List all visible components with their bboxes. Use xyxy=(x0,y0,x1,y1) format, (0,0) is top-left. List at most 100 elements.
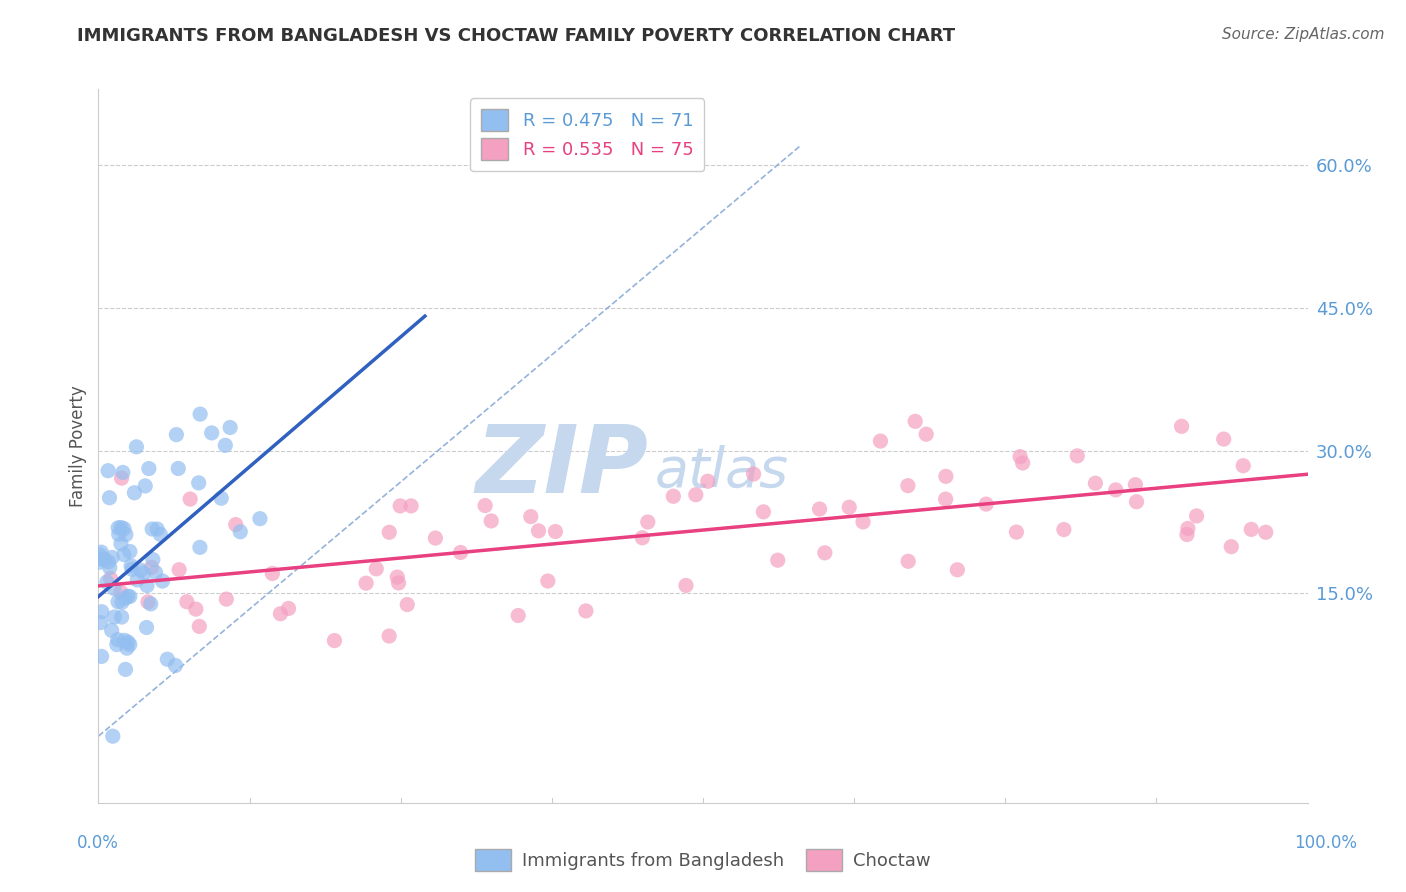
Point xyxy=(112,522,135,536)
Point xyxy=(915,427,938,442)
Point xyxy=(974,497,997,511)
Point xyxy=(101,729,124,743)
Point xyxy=(249,511,271,525)
Point xyxy=(114,591,136,606)
Point xyxy=(396,598,419,612)
Point xyxy=(229,524,252,539)
Point xyxy=(527,524,550,538)
Point xyxy=(1185,508,1208,523)
Point xyxy=(262,566,284,581)
Point xyxy=(187,475,209,490)
Point xyxy=(201,425,224,440)
Point xyxy=(219,420,242,434)
Point xyxy=(366,562,388,576)
Point xyxy=(135,620,157,634)
Point xyxy=(1220,540,1243,554)
Y-axis label: Family Poverty: Family Poverty xyxy=(69,385,87,507)
Point xyxy=(838,500,860,515)
Point xyxy=(97,555,120,569)
Point xyxy=(141,560,163,574)
Point xyxy=(1066,449,1088,463)
Text: ZIP: ZIP xyxy=(475,421,648,514)
Point xyxy=(149,527,172,541)
Point xyxy=(188,407,211,421)
Point xyxy=(132,566,155,580)
Point xyxy=(98,491,121,505)
Point xyxy=(752,505,775,519)
Point xyxy=(91,552,114,566)
Point xyxy=(98,560,121,574)
Point xyxy=(152,574,174,588)
Point xyxy=(637,515,659,529)
Point xyxy=(156,652,179,666)
Point xyxy=(111,595,134,609)
Point xyxy=(118,590,141,604)
Point xyxy=(946,563,969,577)
Point xyxy=(450,545,472,559)
Point xyxy=(110,471,132,485)
Point xyxy=(142,552,165,566)
Point xyxy=(225,517,247,532)
Point xyxy=(139,597,162,611)
Point xyxy=(111,610,134,624)
Point xyxy=(89,548,111,562)
Point xyxy=(544,524,567,539)
Text: Source: ZipAtlas.com: Source: ZipAtlas.com xyxy=(1222,27,1385,42)
Point xyxy=(146,522,169,536)
Legend: R = 0.475   N = 71, R = 0.535   N = 75: R = 0.475 N = 71, R = 0.535 N = 75 xyxy=(470,98,704,171)
Point xyxy=(1125,494,1147,508)
Point xyxy=(176,595,198,609)
Point xyxy=(145,566,167,580)
Point xyxy=(1212,432,1234,446)
Point xyxy=(662,489,685,503)
Point xyxy=(897,478,920,492)
Point xyxy=(1240,522,1263,536)
Point xyxy=(97,464,120,478)
Point xyxy=(96,574,118,589)
Point xyxy=(120,558,142,573)
Point xyxy=(685,488,707,502)
Point xyxy=(110,585,132,599)
Point xyxy=(118,544,141,558)
Point xyxy=(675,578,697,592)
Point xyxy=(117,589,139,603)
Point xyxy=(897,554,920,568)
Point xyxy=(188,541,211,555)
Point xyxy=(165,658,187,673)
Point xyxy=(387,570,409,584)
Point xyxy=(269,607,291,621)
Point xyxy=(1170,419,1192,434)
Point xyxy=(141,522,163,536)
Text: IMMIGRANTS FROM BANGLADESH VS CHOCTAW FAMILY POVERTY CORRELATION CHART: IMMIGRANTS FROM BANGLADESH VS CHOCTAW FA… xyxy=(77,27,956,45)
Point xyxy=(1232,458,1254,473)
Text: atlas: atlas xyxy=(655,444,789,498)
Point xyxy=(1005,525,1028,540)
Point xyxy=(103,582,125,596)
Point xyxy=(766,553,789,567)
Text: 0.0%: 0.0% xyxy=(77,834,120,852)
Point xyxy=(90,545,112,559)
Point xyxy=(508,608,530,623)
Point xyxy=(209,491,232,506)
Point xyxy=(852,515,875,529)
Point xyxy=(136,595,159,609)
Point xyxy=(696,474,718,488)
Point xyxy=(537,574,560,588)
Legend: Immigrants from Bangladesh, Choctaw: Immigrants from Bangladesh, Choctaw xyxy=(468,842,938,879)
Point xyxy=(93,552,115,566)
Point xyxy=(112,548,135,562)
Point xyxy=(814,546,837,560)
Point xyxy=(167,461,190,475)
Point xyxy=(167,563,190,577)
Point xyxy=(101,550,124,565)
Point xyxy=(114,662,136,676)
Point xyxy=(631,531,654,545)
Point xyxy=(118,638,141,652)
Point xyxy=(184,602,207,616)
Point xyxy=(575,604,598,618)
Point xyxy=(121,562,143,576)
Point xyxy=(742,467,765,481)
Point xyxy=(277,601,299,615)
Point xyxy=(90,615,112,630)
Point xyxy=(115,641,138,656)
